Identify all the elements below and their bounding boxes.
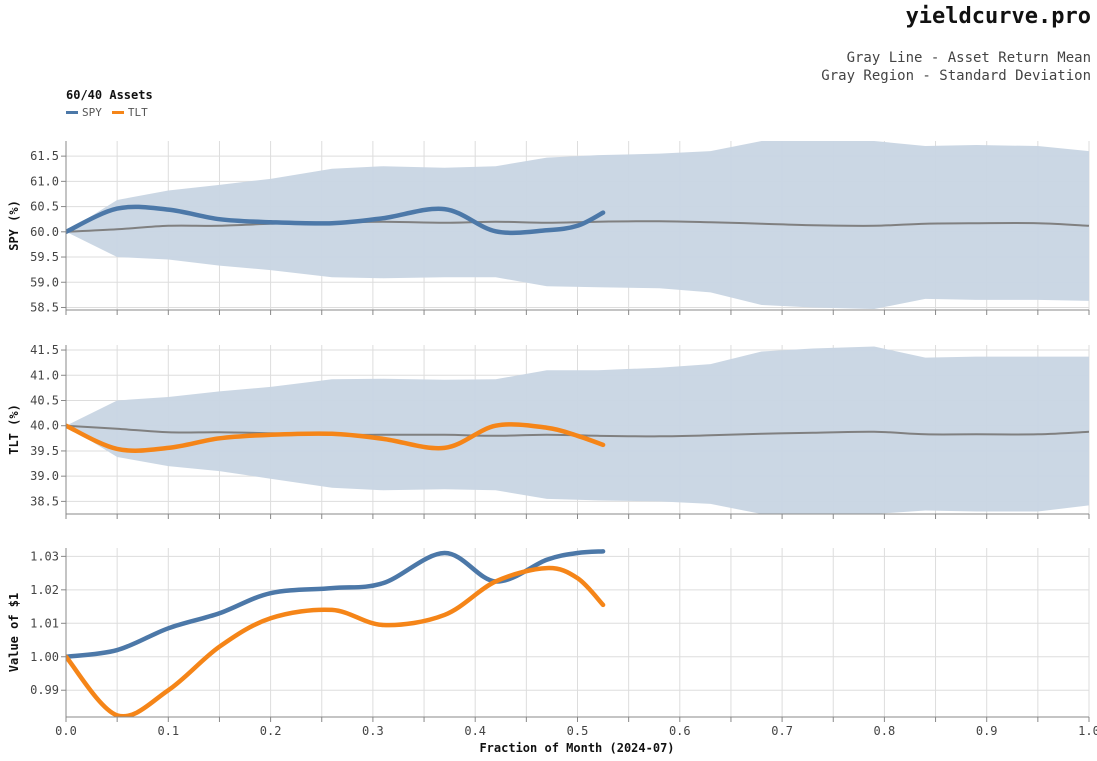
series-line-spy [66, 549, 606, 660]
y-axis-label: TLT (%) [7, 404, 21, 455]
y-tick-label: 61.5 [30, 149, 59, 163]
x-axis-label: Fraction of Month (2024-07) [479, 741, 674, 755]
y-tick-label: 40.0 [30, 419, 59, 433]
y-tick-label: 61.0 [30, 174, 59, 188]
x-tick-label: 0.2 [260, 724, 282, 738]
y-axis-label: Value of $1 [7, 593, 21, 672]
std-dev-band [66, 346, 1089, 514]
legend-title: 60/40 Assets [66, 88, 153, 102]
legend-label-tlt: TLT [127, 106, 148, 119]
x-tick-label: 0.0 [55, 724, 77, 738]
series-line-spy [66, 204, 606, 236]
y-axis-label: SPY (%) [7, 200, 21, 251]
series-line-tlt [66, 565, 606, 717]
mean-note: Gray Line - Asset Return Mean [846, 50, 1091, 66]
brand-title: yieldcurve.pro [905, 4, 1091, 29]
y-tick-label: 0.99 [30, 683, 59, 697]
x-tick-label: 0.3 [362, 724, 384, 738]
series-line-tlt [66, 422, 606, 453]
y-tick-label: 1.02 [30, 583, 59, 597]
x-tick-label: 0.4 [464, 724, 486, 738]
y-tick-label: 41.0 [30, 368, 59, 382]
y-tick-label: 59.5 [30, 250, 59, 264]
x-tick-label: 0.5 [567, 724, 589, 738]
x-tick-label: 1.0 [1078, 724, 1097, 738]
y-tick-label: 59.0 [30, 275, 59, 289]
y-tick-label: 58.5 [30, 300, 59, 314]
y-tick-label: 40.5 [30, 393, 59, 407]
y-tick-label: 60.0 [30, 225, 59, 239]
x-tick-label: 0.1 [157, 724, 179, 738]
x-tick-label: 0.6 [669, 724, 691, 738]
panel-plot-area [66, 346, 1089, 514]
band-note: Gray Region - Standard Deviation [821, 68, 1091, 84]
y-tick-label: 39.5 [30, 444, 59, 458]
y-tick-label: 39.0 [30, 469, 59, 483]
y-tick-label: 60.5 [30, 200, 59, 214]
mean-line [66, 220, 1089, 233]
x-tick-label: 0.7 [771, 724, 793, 738]
panel-plot-area [66, 549, 606, 717]
x-tick-label: 0.8 [874, 724, 896, 738]
legend-item-spy[interactable]: SPY [66, 106, 102, 119]
x-tick-label: 0.9 [976, 724, 998, 738]
y-tick-label: 1.03 [30, 549, 59, 563]
y-tick-label: 41.5 [30, 343, 59, 357]
y-tick-label: 1.00 [30, 650, 59, 664]
legend-swatch-tlt [111, 111, 124, 114]
legend: SPY TLT [66, 106, 148, 119]
y-tick-label: 1.01 [30, 616, 59, 630]
legend-swatch-spy [66, 111, 78, 114]
panel-plot-area [66, 141, 1089, 309]
y-tick-label: 38.5 [30, 494, 59, 508]
legend-item-tlt[interactable]: TLT [111, 106, 148, 119]
legend-label-spy: SPY [82, 106, 102, 119]
